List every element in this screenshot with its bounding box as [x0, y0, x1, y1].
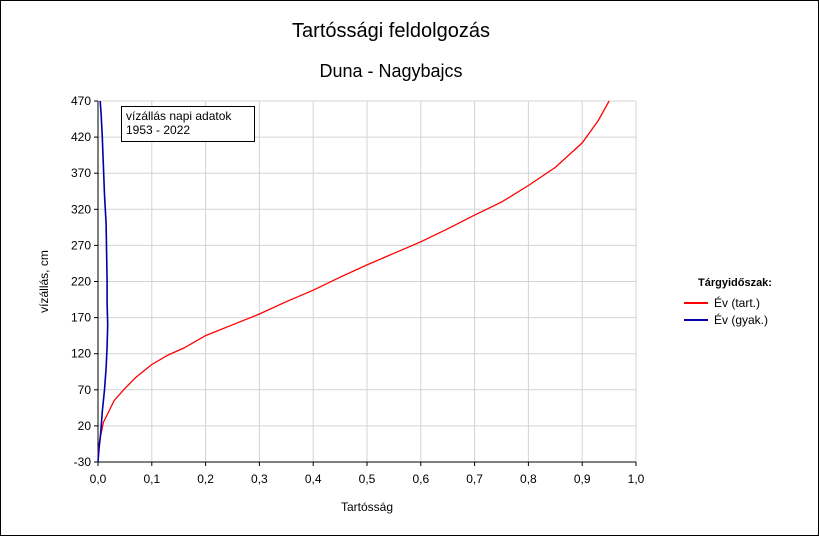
legend-label-gyak: Év (gyak.)	[714, 313, 769, 327]
legend-item-gyak[interactable]: Év (gyak.)	[684, 313, 768, 327]
series-line-gyak	[97, 100, 109, 463]
x-tick-label: 0,1	[143, 472, 160, 486]
y-tick-label: 170	[71, 311, 91, 325]
x-tick-label: 0,0	[90, 472, 107, 486]
y-tick-label: 270	[71, 238, 91, 252]
x-tick-label: 0,5	[359, 472, 376, 486]
y-tick-label: 120	[71, 347, 91, 361]
y-tick-label: 470	[71, 94, 91, 108]
legend-label-tart: Év (tart.)	[714, 296, 761, 310]
data-note-box: vízállás napi adatok 1953 - 2022	[121, 106, 255, 142]
x-tick-label: 0,2	[197, 472, 214, 486]
x-tick-label: 0,8	[520, 472, 537, 486]
y-tick-label: 70	[78, 383, 92, 397]
note-line-2: 1953 - 2022	[126, 123, 191, 137]
y-tick-label: 320	[71, 202, 91, 216]
y-axis-label: vízállás, cm	[37, 250, 51, 313]
x-tick-label: 0,6	[412, 472, 429, 486]
legend-item-tart[interactable]: Év (tart.)	[684, 296, 760, 310]
y-tick-label: 370	[71, 166, 91, 180]
x-tick-label: 0,4	[305, 472, 322, 486]
x-tick-label: 0,3	[251, 472, 268, 486]
legend-title: Tárgyidőszak:	[698, 277, 772, 289]
x-tick-label: 0,9	[574, 472, 591, 486]
legend-swatch-red	[684, 302, 708, 304]
chart-title: Tartóssági feldolgozás	[292, 20, 490, 42]
x-axis-label: Tartósság	[341, 500, 393, 514]
note-line-1: vízállás napi adatok	[126, 109, 232, 123]
y-tick-label: 20	[78, 419, 92, 433]
legend-swatch-blue	[684, 319, 708, 321]
chart-subtitle: Duna - Nagybajcs	[319, 61, 463, 81]
x-tick-label: 1,0	[628, 472, 645, 486]
series-line-tart	[97, 100, 610, 455]
y-tick-label: 420	[71, 130, 91, 144]
y-tick-label: -30	[74, 455, 92, 469]
y-tick-label: 220	[71, 275, 91, 289]
x-tick-label: 0,7	[466, 472, 483, 486]
